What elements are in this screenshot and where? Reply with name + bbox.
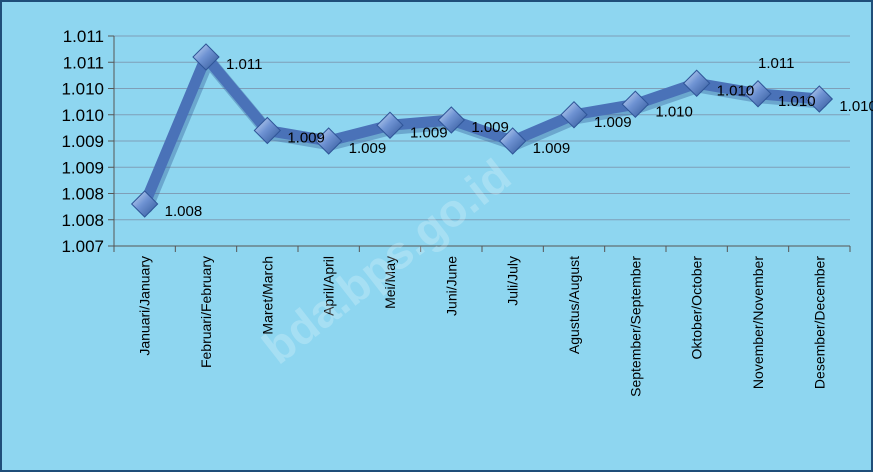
data-point <box>437 106 466 134</box>
x-tick-label: Mei/May <box>382 256 398 309</box>
x-tick-label: Juni/June <box>443 256 459 316</box>
data-point <box>621 90 650 118</box>
x-tick-label: Januari/January <box>137 256 153 356</box>
data-label: 1.009 <box>410 124 448 141</box>
y-tick-label: 1.010 <box>61 106 104 125</box>
x-tick-label: Oktober/October <box>689 256 705 360</box>
y-tick-label: 1.009 <box>61 158 104 177</box>
y-tick-label: 1.011 <box>63 27 104 46</box>
data-label: 1.009 <box>594 114 632 131</box>
data-point <box>314 127 343 155</box>
x-tick-label: April/April <box>321 256 337 316</box>
data-point <box>744 80 772 108</box>
data-label: 1.009 <box>471 119 509 136</box>
data-label: 1.011 <box>226 56 262 73</box>
data-point <box>498 127 527 155</box>
data-point <box>130 190 159 218</box>
y-tick-label: 1.011 <box>63 53 104 72</box>
data-point <box>805 85 834 113</box>
y-tick-label: 1.008 <box>61 185 104 204</box>
data-label: 1.011 <box>758 55 794 72</box>
y-tick-label: 1.007 <box>61 237 104 256</box>
y-tick-label: 1.008 <box>61 211 104 230</box>
y-tick-label: 1.010 <box>61 80 104 99</box>
x-tick-label: November/November <box>750 256 766 389</box>
data-label: 1.010 <box>717 82 755 99</box>
series-markers <box>130 43 834 218</box>
data-point <box>253 116 282 145</box>
x-tick-label: Februari/February <box>198 256 214 368</box>
y-tick-label: 1.009 <box>61 132 104 151</box>
data-point <box>192 43 220 71</box>
data-label: 1.009 <box>349 140 387 157</box>
x-tick-label: Maret/March <box>259 256 275 335</box>
data-label: 1.010 <box>839 98 873 115</box>
data-point <box>376 111 404 139</box>
x-tick-label: Agustus/August <box>566 256 582 354</box>
x-tick-label: Desember/December <box>811 256 827 389</box>
data-label: 1.010 <box>778 93 816 110</box>
x-tick-label: September/September <box>627 256 643 397</box>
data-label: 1.009 <box>287 130 325 147</box>
data-label: 1.010 <box>655 103 693 120</box>
data-labels: 1.008 1.011 1.009 1.009 1.009 1.009 1.009 1.009… <box>165 55 873 220</box>
data-point <box>560 101 588 129</box>
x-tick-label: Juli/July <box>505 256 521 306</box>
data-point <box>682 69 711 97</box>
axes: 1.0071.0081.0081.0091.0091.0101.0101.011… <box>61 27 851 397</box>
data-label: 1.008 <box>165 203 203 220</box>
data-label: 1.009 <box>533 140 571 157</box>
